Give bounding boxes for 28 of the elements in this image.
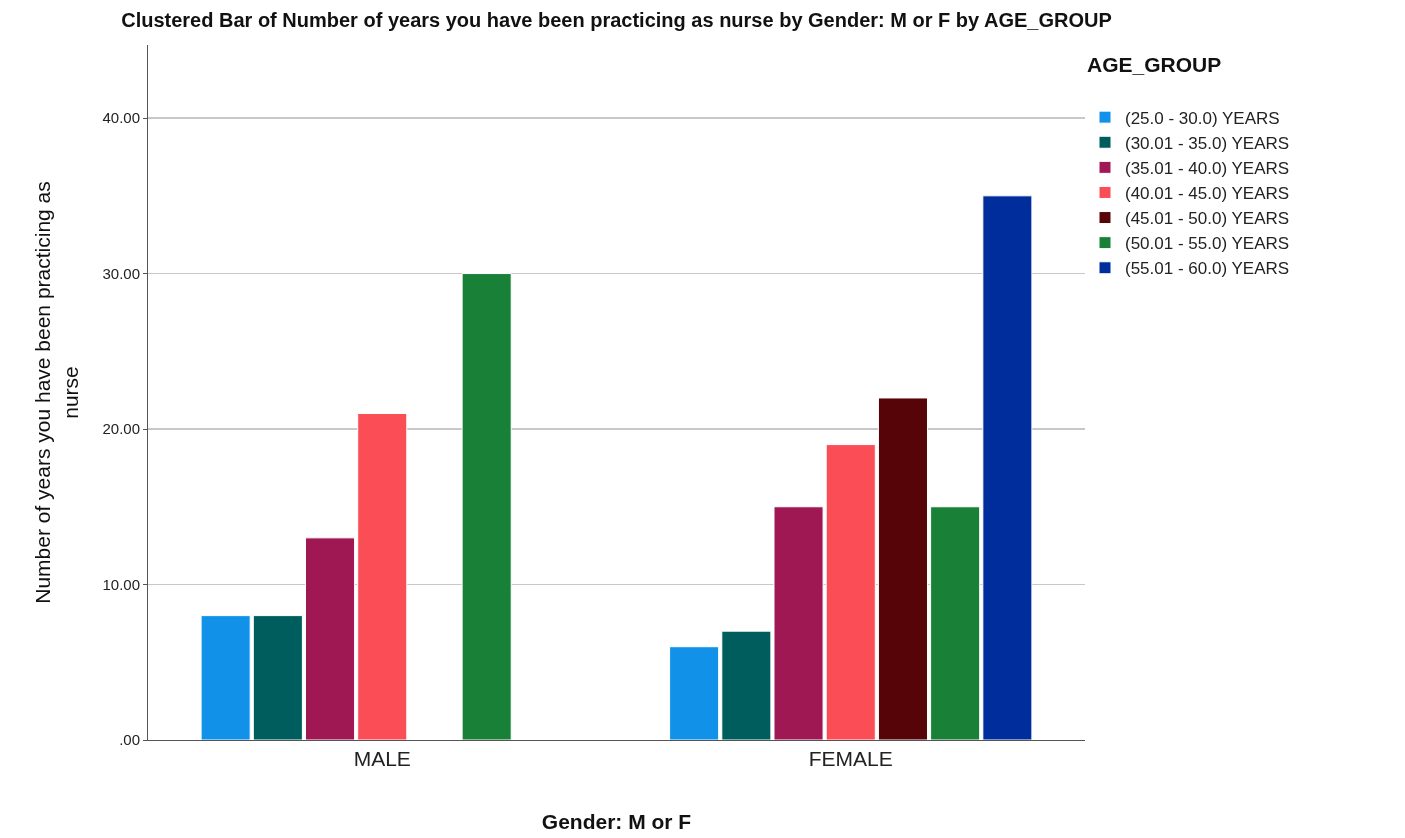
bar bbox=[877, 397, 928, 740]
bar bbox=[825, 444, 876, 740]
x-tick-label: MALE bbox=[353, 747, 411, 771]
y-tick-label: 20.00 bbox=[102, 420, 140, 438]
bar bbox=[252, 615, 303, 740]
y-axis-title: Number of years you have been practicing as nurse bbox=[31, 181, 82, 604]
legend-label: (40.01 - 45.0) YEARS bbox=[1125, 184, 1290, 204]
legend-label: (35.01 - 40.0) YEARS bbox=[1125, 158, 1290, 178]
legend-label: (50.01 - 55.0) YEARS bbox=[1125, 234, 1290, 254]
bar bbox=[461, 273, 512, 740]
y-tick-label: 30.00 bbox=[102, 264, 140, 282]
legend-label: (25.0 - 30.0) YEARS bbox=[1125, 108, 1280, 128]
x-tick-label: FEMALE bbox=[808, 747, 893, 771]
x-axis-title: Gender: M or F bbox=[541, 810, 692, 834]
bar bbox=[982, 195, 1033, 740]
chart-title: Clustered Bar of Number of years you have been practicing as nurse by Gender: M or F by AGE_GROUP bbox=[121, 8, 1112, 31]
bar bbox=[930, 506, 981, 740]
bar bbox=[305, 537, 356, 740]
legend-label: (55.01 - 60.0) YEARS bbox=[1125, 259, 1290, 279]
bar bbox=[669, 646, 720, 740]
bar bbox=[357, 412, 408, 740]
bar bbox=[200, 615, 251, 740]
y-tick-label: 40.00 bbox=[102, 109, 140, 127]
legend-title: AGE_GROUP bbox=[1087, 53, 1222, 77]
legend-label: (30.01 - 35.0) YEARS bbox=[1125, 133, 1290, 153]
y-tick-label: 10.00 bbox=[102, 575, 140, 593]
legend-label: (45.01 - 50.0) YEARS bbox=[1125, 209, 1290, 229]
y-tick-label: .00 bbox=[119, 731, 140, 749]
